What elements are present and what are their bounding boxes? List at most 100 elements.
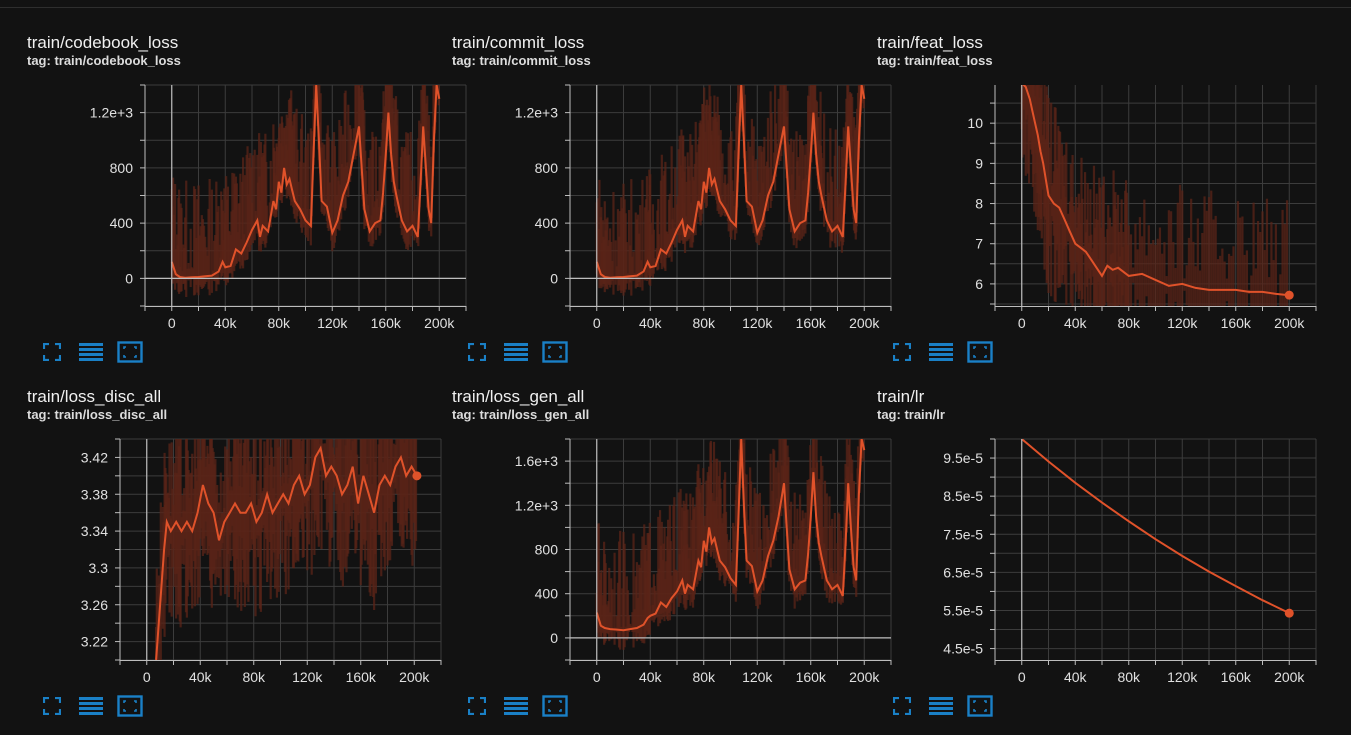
x-tick-label: 200k xyxy=(399,669,430,685)
fit-domain-icon[interactable] xyxy=(542,340,568,364)
series-line[interactable] xyxy=(170,85,441,279)
series-end-point[interactable] xyxy=(412,471,422,481)
x-tick-label: 80k xyxy=(1117,669,1141,685)
chart-toolbar xyxy=(889,694,1006,718)
toggle-list-icon[interactable] xyxy=(503,694,529,718)
fullscreen-icon[interactable] xyxy=(464,694,490,718)
fullscreen-icon[interactable] xyxy=(39,340,65,364)
y-tick-label: 0 xyxy=(550,270,558,286)
y-tick-label: 4.5e-5 xyxy=(943,641,983,657)
x-tick-label: 120k xyxy=(742,669,773,685)
y-tick-label: 1.2e+3 xyxy=(90,105,133,121)
series-end-point[interactable] xyxy=(1284,290,1294,300)
y-tick-label: 800 xyxy=(535,160,559,176)
chart-tag: tag: train/loss_gen_all xyxy=(452,407,590,422)
series-line[interactable] xyxy=(595,439,866,632)
x-tick-label: 120k xyxy=(317,315,348,331)
fit-domain-icon[interactable] xyxy=(117,340,143,364)
chart-title: train/feat_loss xyxy=(877,33,983,52)
line-chart[interactable]: 0 40k 80k 120k 160k 200k 0 400 800 1.2e+3 1.6e+3 xyxy=(452,387,892,687)
x-tick-label: 0 xyxy=(1018,315,1026,331)
fit-domain-icon[interactable] xyxy=(967,340,993,364)
chart-card: train/loss_disc_all tag: train/loss_disc_… xyxy=(27,387,447,722)
y-tick-label: 6 xyxy=(975,276,983,292)
fullscreen-icon[interactable] xyxy=(889,340,915,364)
series-line[interactable] xyxy=(595,85,866,279)
x-tick-label: 120k xyxy=(292,669,323,685)
line-chart[interactable]: 0 40k 80k 120k 160k 200k 0 400 800 1.2e+3 xyxy=(27,33,467,333)
line-chart[interactable]: 0 40k 80k 120k 160k 200k 0 400 800 1.2e+3 xyxy=(452,33,892,333)
y-tick-label: 10 xyxy=(967,115,983,131)
x-tick-label: 0 xyxy=(168,315,176,331)
x-tick-label: 80k xyxy=(692,315,716,331)
y-tick-label: 400 xyxy=(535,215,559,231)
x-tick-label: 200k xyxy=(849,315,880,331)
chart-toolbar xyxy=(464,340,581,364)
x-tick-label: 80k xyxy=(692,669,716,685)
fullscreen-icon[interactable] xyxy=(889,694,915,718)
x-tick-label: 80k xyxy=(267,315,291,331)
chart-title: train/loss_gen_all xyxy=(452,387,585,406)
y-tick-label: 3.3 xyxy=(89,560,109,576)
x-tick-label: 40k xyxy=(639,669,663,685)
series-end-point[interactable] xyxy=(1284,608,1294,618)
x-tick-label: 40k xyxy=(639,315,663,331)
x-tick-label: 40k xyxy=(214,315,238,331)
x-tick-label: 120k xyxy=(1167,315,1198,331)
line-chart[interactable]: 0 40k 80k 120k 160k 200k 4.5e-5 5.5e-5 6.5e-5 7.5… xyxy=(877,387,1317,687)
chart-card: train/loss_gen_all tag: train/loss_gen_al… xyxy=(452,387,892,722)
line-chart[interactable]: 0 40k 80k 120k 160k 200k 6 7 8 9 10 xyxy=(877,33,1317,333)
line-chart[interactable]: 0 40k 80k 120k 160k 200k 3.22 3.26 3.3 3.34 3.38 3.… xyxy=(27,387,457,687)
y-tick-label: 7.5e-5 xyxy=(943,526,983,542)
chart-toolbar xyxy=(889,340,1006,364)
fullscreen-icon[interactable] xyxy=(464,340,490,364)
x-tick-label: 160k xyxy=(371,315,402,331)
raw-series-band xyxy=(1020,85,1289,306)
fullscreen-icon[interactable] xyxy=(39,694,65,718)
y-tick-label: 7 xyxy=(975,236,983,252)
chart-toolbar xyxy=(464,694,581,718)
chart-tag: tag: train/loss_disc_all xyxy=(27,407,168,422)
toggle-list-icon[interactable] xyxy=(928,340,954,364)
fit-domain-icon[interactable] xyxy=(967,694,993,718)
x-tick-label: 0 xyxy=(593,315,601,331)
series-line[interactable] xyxy=(1021,439,1290,615)
y-tick-label: 5.5e-5 xyxy=(943,602,983,618)
y-tick-label: 0 xyxy=(125,270,133,286)
y-tick-label: 1.2e+3 xyxy=(515,105,558,121)
x-tick-label: 80k xyxy=(242,669,266,685)
chart-card: train/commit_loss tag: train/commit_loss 0… xyxy=(452,33,892,368)
chart-tag: tag: train/lr xyxy=(877,407,945,422)
x-tick-label: 0 xyxy=(1018,669,1026,685)
toggle-list-icon[interactable] xyxy=(503,340,529,364)
x-tick-label: 200k xyxy=(424,315,455,331)
x-tick-label: 200k xyxy=(849,669,880,685)
toggle-list-icon[interactable] xyxy=(928,694,954,718)
x-tick-label: 120k xyxy=(1167,669,1198,685)
x-tick-label: 40k xyxy=(1064,315,1088,331)
chart-card: train/feat_loss tag: train/feat_loss 0 40k 8… xyxy=(877,33,1317,368)
y-tick-label: 800 xyxy=(110,160,134,176)
chart-title: train/commit_loss xyxy=(452,33,585,52)
y-tick-label: 1.2e+3 xyxy=(515,497,558,513)
y-tick-label: 3.38 xyxy=(81,486,108,502)
y-tick-label: 9.5e-5 xyxy=(943,450,983,466)
y-tick-label: 3.26 xyxy=(81,597,108,613)
x-tick-label: 200k xyxy=(1274,669,1305,685)
chart-card: train/lr tag: train/lr 0 40k 80k 120k 160k 200k… xyxy=(877,387,1317,722)
y-tick-label: 400 xyxy=(535,586,559,602)
x-tick-label: 160k xyxy=(796,315,827,331)
x-tick-label: 160k xyxy=(796,669,827,685)
toggle-list-icon[interactable] xyxy=(78,694,104,718)
fit-domain-icon[interactable] xyxy=(117,694,143,718)
chart-tag: tag: train/feat_loss xyxy=(877,53,993,68)
toggle-list-icon[interactable] xyxy=(78,340,104,364)
series-line[interactable] xyxy=(1022,83,1290,297)
x-tick-label: 200k xyxy=(1274,315,1305,331)
y-tick-label: 8.5e-5 xyxy=(943,488,983,504)
chart-title: train/lr xyxy=(877,387,925,406)
x-tick-label: 40k xyxy=(189,669,213,685)
y-tick-label: 3.34 xyxy=(81,523,108,539)
series-line[interactable] xyxy=(155,445,418,660)
fit-domain-icon[interactable] xyxy=(542,694,568,718)
